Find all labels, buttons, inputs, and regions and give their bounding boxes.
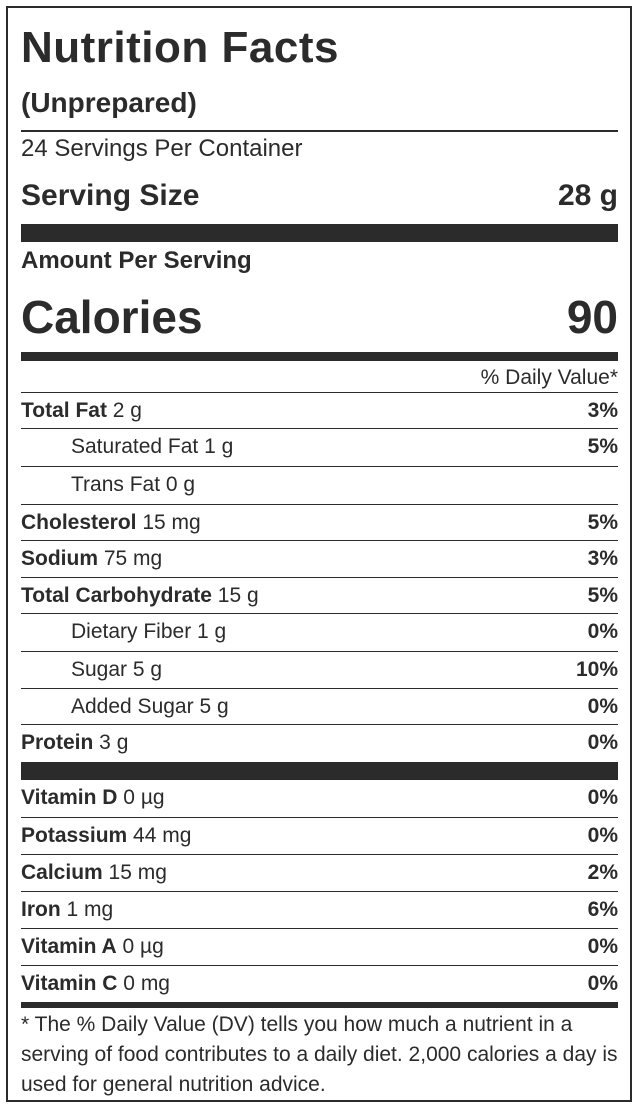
nutrition-facts-label: Nutrition Facts (Unprepared) 24 Servings… xyxy=(6,6,632,1102)
serving-size-label: Serving Size xyxy=(21,179,200,212)
divider xyxy=(21,130,618,132)
serving-size-value: 28 g xyxy=(557,179,618,212)
vitamin-row: Vitamin D 0 µg 0% xyxy=(21,786,618,809)
nutrient-row: Cholesterol 15 mg 5% xyxy=(21,504,618,540)
thick-divider xyxy=(21,762,618,780)
medium-divider xyxy=(21,352,618,361)
nutrient-row: Total Carbohydrate 15 g 5% xyxy=(21,577,618,613)
label-subtitle: (Unprepared) xyxy=(21,87,197,118)
nutrient-row: Sodium 75 mg 3% xyxy=(21,540,618,576)
daily-value-header: % Daily Value* xyxy=(480,366,618,389)
amount-per-serving: Amount Per Serving xyxy=(21,247,252,274)
serving-size-row: Serving Size 28 g xyxy=(21,178,618,214)
calories-value: 90 xyxy=(566,291,618,343)
thick-divider xyxy=(21,224,618,242)
vitamin-row: Calcium 15 mg 2% xyxy=(21,854,618,890)
nutrient-row: Total Fat 2 g 3% xyxy=(21,392,618,428)
label-title: Nutrition Facts xyxy=(21,23,339,72)
vitamin-row: Vitamin C 0 mg 0% xyxy=(21,965,618,1001)
vitamin-row: Potassium 44 mg 0% xyxy=(21,817,618,853)
nutrient-row: Added Sugar 5 g 0% xyxy=(21,688,618,724)
nutrient-row: Dietary Fiber 1 g 0% xyxy=(21,613,618,649)
nutrient-row: Saturated Fat 1 g 5% xyxy=(21,428,618,464)
servings-per-container: 24 Servings Per Container xyxy=(21,135,303,162)
nutrient-row: Trans Fat 0 g xyxy=(21,466,618,502)
footnote: * The % Daily Value (DV) tells you how m… xyxy=(21,1013,618,1096)
calories-row: Calories 90 xyxy=(21,290,618,344)
vitamin-row: Iron 1 mg 6% xyxy=(21,891,618,927)
vitamin-row: Vitamin A 0 µg 0% xyxy=(21,928,618,964)
nutrient-row: Sugar 5 g 10% xyxy=(21,651,618,687)
medium-divider xyxy=(21,1002,618,1008)
nutrient-row: Protein 3 g 0% xyxy=(21,724,618,760)
calories-label: Calories xyxy=(21,291,203,343)
